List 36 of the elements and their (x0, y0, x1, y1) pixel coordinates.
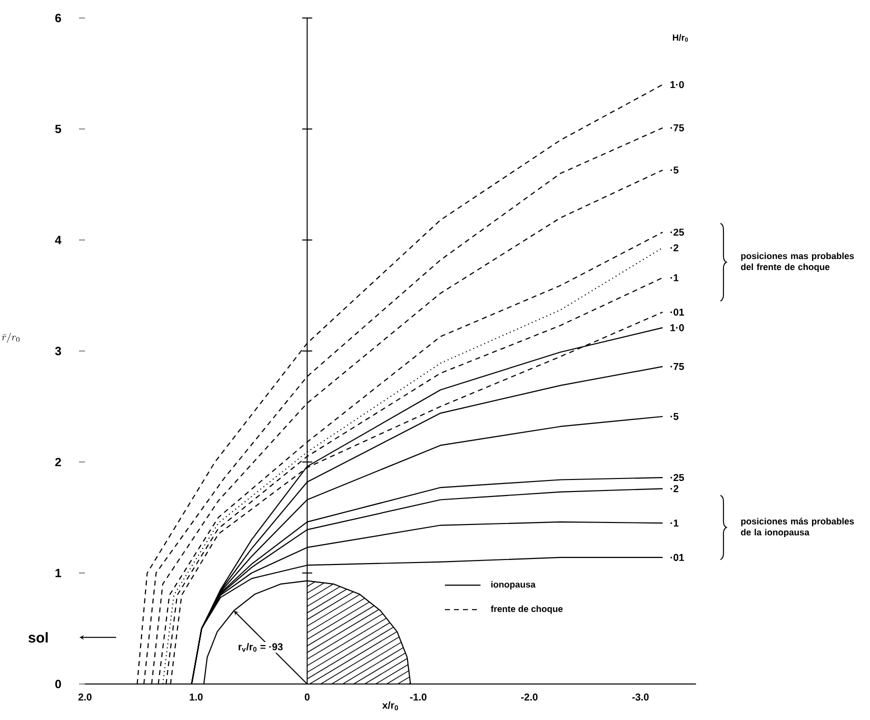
x-axis-title: x/r$_{0}$ (382, 701, 398, 710)
y-tick-label: 5 (55, 124, 62, 134)
text: sol (28, 632, 48, 643)
series-label: ·01 (670, 308, 684, 316)
series-label: ·5 (670, 413, 678, 420)
series-label: ·1 (670, 520, 678, 526)
series-label: ·2 (670, 244, 678, 252)
annotation: r$_{v}$/r$_{0}$ = ·93 (238, 642, 283, 652)
y-tick-label: 3 (55, 346, 62, 356)
series-label: 1·0 (670, 324, 684, 332)
series-label: 1·0 (670, 81, 684, 88)
series-label: ·2 (670, 485, 678, 492)
text: posiciones más probables de la ionopausa (741, 518, 854, 538)
series-label: ·01 (670, 554, 684, 561)
x-tick-label: -1.0 (410, 694, 426, 701)
y-tick-label: 6 (55, 14, 62, 22)
y-tick-label: 1 (56, 568, 62, 578)
y-axis-title: $\bar{r}/r_{0}$ (2, 332, 20, 343)
x-tick-label: -2.0 (521, 694, 538, 701)
y-tick-label: 0 (55, 680, 61, 688)
annotation: ionopausa (491, 581, 536, 590)
series-label: ·25 (670, 228, 684, 236)
series-label: ·5 (670, 166, 678, 174)
x-tick-label: 1.0 (190, 694, 203, 701)
y-tick-label: 2 (55, 458, 61, 466)
x-tick-label: 0 (304, 694, 310, 701)
series-label: ·75 (670, 363, 684, 370)
annotation: H/r$_{0}$ (672, 34, 688, 42)
x-tick-label: 2.0 (78, 694, 92, 701)
series-label: ·75 (670, 124, 684, 132)
y-tick-label: 4 (55, 236, 62, 244)
annotation: frente de choque (490, 605, 563, 614)
series-label: ·1 (670, 274, 678, 282)
series-label: ·25 (670, 474, 684, 482)
x-tick-label: -3.0 (632, 694, 649, 701)
text: posiciones mas probables del frente de choque (741, 252, 854, 272)
